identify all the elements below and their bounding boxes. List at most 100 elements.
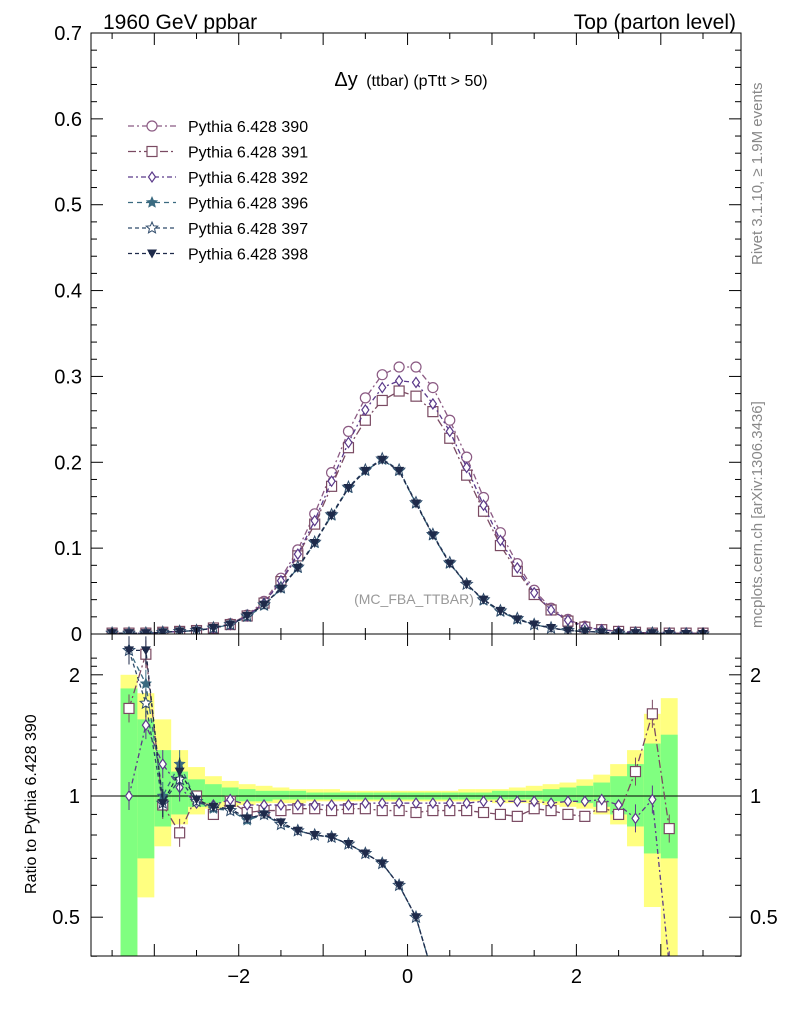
ratio-data-point (494, 808, 507, 821)
ratio-data-point (310, 798, 319, 812)
ratio-data-point (445, 797, 454, 810)
data-point (140, 629, 151, 634)
ratio-series-line (128, 723, 669, 956)
series-3 (105, 453, 710, 634)
data-point (647, 629, 658, 634)
band-inner (491, 790, 509, 800)
data-point (359, 392, 371, 404)
ratio-data-point (208, 802, 219, 812)
data-point (529, 620, 540, 630)
data-point (630, 629, 641, 634)
plot-title-text: (ttbar) (pTtt > 50) (366, 73, 487, 90)
legend: Pythia 6.428 390 Pythia 6.428 391 Pythia 6… (128, 119, 308, 264)
ratio-data-point (344, 798, 353, 812)
y-tick-label: 0.3 (54, 366, 82, 388)
plot-title-symbol: Δy (334, 69, 357, 91)
ratio-data-point (123, 702, 135, 715)
data-point (428, 397, 438, 410)
main-plot: 0 0.1 0.2 0.3 0.4 0.5 0.6 0.7 Δy (ttbar) (pTtt … (54, 23, 742, 646)
legend-label: Pythia 6.428 392 (188, 170, 308, 187)
data-point (174, 627, 185, 634)
ratio-data-point (140, 646, 151, 656)
plot-title: Δy (ttbar) (pTtt > 50) (334, 69, 487, 91)
series-line (112, 458, 704, 634)
data-point (664, 630, 675, 634)
data-point (361, 403, 370, 416)
ratio-y-tick-label: 2 (69, 665, 80, 687)
ratio-data-point (529, 795, 539, 808)
x-tick-label: −2 (227, 966, 250, 988)
y-tick-label: 0 (71, 624, 82, 646)
data-point (275, 584, 286, 594)
rivet-label: Rivet 3.1.10, ≥ 1.9M events (749, 83, 766, 266)
ratio-data-point (378, 797, 387, 810)
data-point (393, 361, 405, 373)
ratio-plot: 0.5 0.5 1 1 2 2 −2 0 2 Ratio to Pythia 6.428 39… (23, 633, 778, 988)
y-tick-label: 0.1 (54, 538, 82, 560)
ratio-data-point (427, 969, 438, 980)
ratio-data-point (479, 795, 488, 808)
band-inner (204, 784, 222, 804)
legend-marker (147, 249, 157, 259)
band-inner (525, 790, 543, 800)
ratio-series-5 (123, 636, 429, 956)
ratio-data-point (579, 810, 591, 822)
data-point (378, 381, 387, 394)
data-point (410, 390, 422, 402)
data-point (496, 534, 505, 547)
ratio-data-point (138, 695, 153, 710)
band-inner (238, 789, 256, 802)
ratio-frame (90, 633, 742, 957)
band-inner (559, 787, 577, 802)
legend-marker (145, 220, 159, 234)
data-point (562, 626, 573, 634)
ratio-data-point (259, 810, 270, 820)
mcplots-label: mcplots.cern.ch [arXiv:1306.3436] (749, 401, 766, 628)
data-point (461, 580, 472, 590)
ratio-data-point (511, 810, 523, 822)
data-point (208, 623, 219, 633)
data-point (444, 414, 456, 426)
data-point (427, 531, 438, 541)
ratio-data-point (242, 814, 253, 824)
data-point (342, 425, 355, 437)
ratio-data-point (242, 798, 252, 812)
data-point (445, 425, 454, 438)
data-point (327, 475, 336, 488)
legend-marker (145, 195, 159, 208)
ratio-y-tick-label: 1 (69, 786, 80, 808)
ratio-data-point (343, 839, 354, 849)
legend-label: Pythia 6.428 398 (188, 247, 308, 264)
y-tick-label: 0.6 (54, 109, 82, 131)
data-point (310, 514, 319, 527)
data-point (444, 559, 455, 569)
data-point (681, 630, 692, 634)
data-point (427, 381, 439, 394)
data-point (394, 466, 405, 476)
data-point (411, 499, 421, 509)
ratio-data-point (614, 798, 623, 812)
band-inner (289, 790, 307, 800)
data-point (393, 385, 405, 397)
data-point (343, 484, 354, 494)
x-tick-label: 2 (571, 966, 582, 988)
data-point (546, 603, 556, 617)
ratio-data-point (411, 797, 421, 810)
ratio-data-point (191, 795, 202, 805)
ratio-data-point (293, 798, 303, 812)
data-point (462, 461, 471, 474)
ratio-data-point (580, 795, 590, 808)
series-5 (107, 455, 709, 634)
ratio-data-point (629, 765, 642, 778)
data-point (394, 374, 404, 387)
ratio-series-2 (124, 711, 670, 956)
data-point (123, 629, 134, 634)
data-point (376, 394, 388, 407)
data-point (377, 455, 388, 465)
data-point (461, 451, 473, 463)
data-point (344, 436, 353, 449)
band-inner (120, 688, 138, 956)
series-line (112, 458, 704, 634)
ratio-data-point (428, 797, 438, 810)
